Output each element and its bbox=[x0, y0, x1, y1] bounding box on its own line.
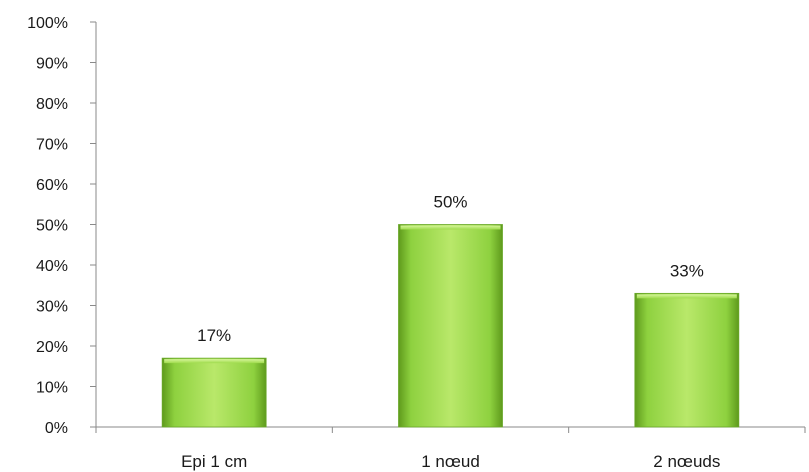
bar-highlight bbox=[400, 225, 501, 230]
bar bbox=[634, 292, 740, 428]
x-category-label: 1 nœud bbox=[421, 452, 480, 471]
data-labels: 17% 50% 33% bbox=[197, 193, 704, 346]
y-tick-label: 70% bbox=[36, 137, 68, 154]
y-tick-label: 40% bbox=[36, 258, 68, 275]
y-axis: 0% 10% 20% 30% 40% 50% 60% 70% 80% 90% 100% bbox=[27, 15, 97, 437]
y-tick-label: 80% bbox=[36, 96, 68, 113]
x-axis: Epi 1 cm 1 nœud 2 nœuds bbox=[95, 426, 806, 471]
bars bbox=[161, 224, 740, 428]
bar bbox=[161, 357, 267, 428]
bar-highlight bbox=[636, 294, 737, 299]
y-tick-label: 60% bbox=[36, 177, 68, 194]
bar-value-label: 17% bbox=[197, 326, 231, 345]
x-category-label: Epi 1 cm bbox=[181, 452, 247, 471]
bar bbox=[398, 224, 503, 428]
y-tick-label: 50% bbox=[36, 218, 68, 235]
bar-body bbox=[161, 357, 267, 428]
y-tick-label: 10% bbox=[36, 380, 68, 397]
bar-value-label: 50% bbox=[433, 193, 467, 212]
bar-body bbox=[634, 292, 740, 428]
y-tick-label: 90% bbox=[36, 56, 68, 73]
bar-value-label: 33% bbox=[670, 261, 704, 280]
x-category-label: 2 nœuds bbox=[653, 452, 720, 471]
y-tick-label: 30% bbox=[36, 299, 68, 316]
y-tick-label: 20% bbox=[36, 339, 68, 356]
y-tick-label: 0% bbox=[45, 420, 68, 437]
bar-body bbox=[398, 224, 503, 428]
y-tick-label: 100% bbox=[27, 15, 68, 32]
bar-highlight bbox=[164, 359, 265, 364]
